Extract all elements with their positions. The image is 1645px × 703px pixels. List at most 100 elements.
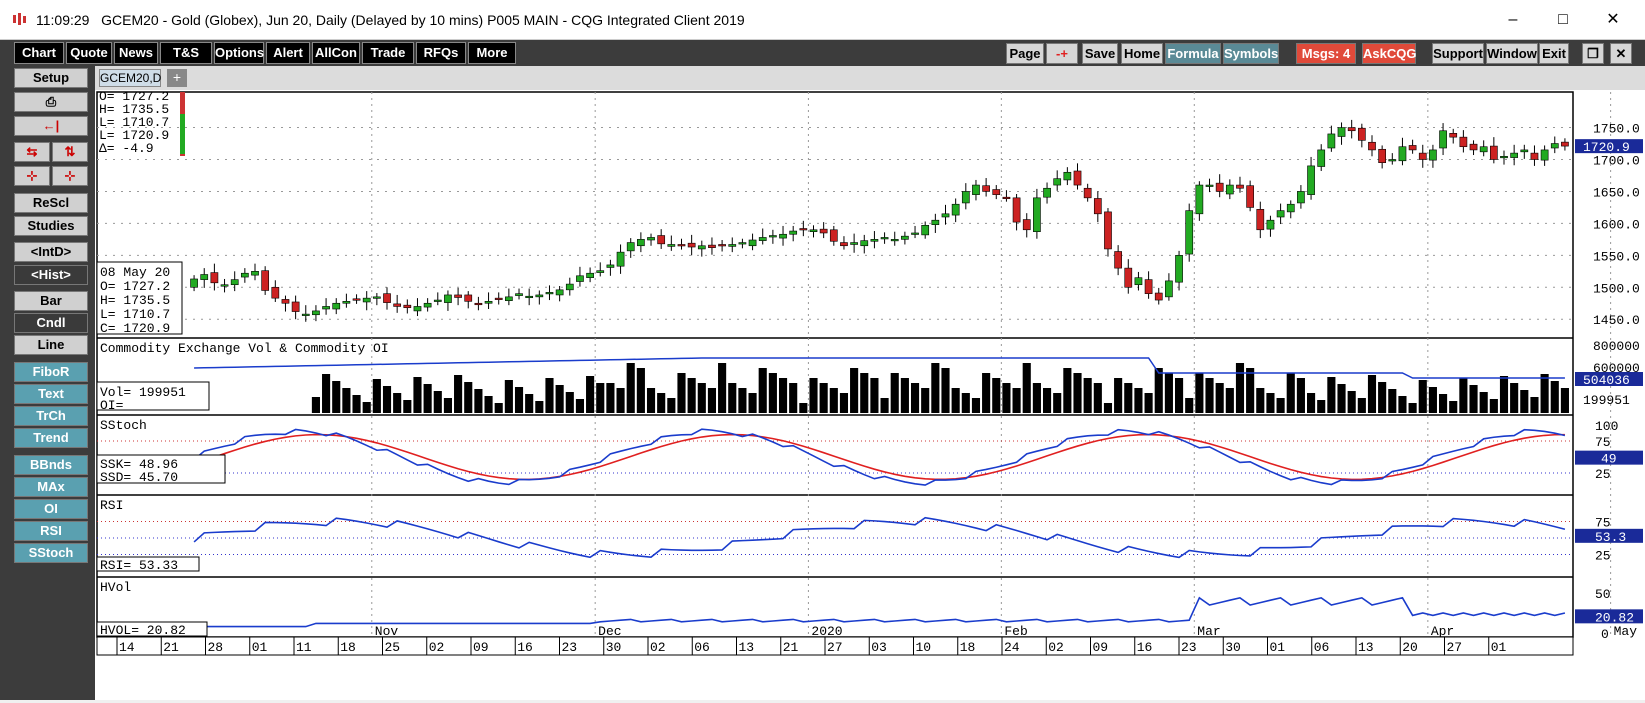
volume-bar [1195, 373, 1204, 413]
candle-body [1012, 197, 1021, 223]
rsi-value: RSI= 53.33 [100, 558, 178, 573]
candle-body [1134, 277, 1143, 286]
menu-right-1-button[interactable]: -+ [1046, 43, 1078, 64]
volume-bar [1012, 388, 1021, 413]
menu-rfqs-button[interactable]: RFQs [416, 42, 466, 64]
volume-bar [1367, 375, 1377, 413]
menu-alert-button[interactable]: Alert [266, 42, 310, 64]
minimize-button[interactable]: – [1508, 11, 1518, 28]
menu-options-button[interactable]: Options [214, 42, 264, 64]
menu-right-8-button[interactable]: Support [1432, 43, 1484, 64]
menu-right-5-button[interactable]: Symbols [1223, 43, 1279, 64]
volume-bar [1174, 378, 1184, 413]
candle-body [697, 245, 706, 250]
candle-body [1144, 279, 1153, 294]
trend-button[interactable]: Trend [14, 428, 88, 448]
volume-bar [758, 368, 767, 413]
volume-bar [860, 373, 869, 413]
bbands-button[interactable]: BBnds [14, 455, 88, 475]
line-button[interactable]: Line [14, 335, 88, 355]
trch-button[interactable]: TrCh [14, 406, 88, 426]
menu-more-button[interactable]: More [468, 42, 516, 64]
cqg-logo-icon [13, 13, 26, 25]
candle-body [1368, 141, 1376, 151]
menu-ts-button[interactable]: T&S [160, 42, 212, 64]
oi-button[interactable]: OI [14, 499, 88, 519]
max-button[interactable]: MAx [14, 477, 88, 497]
month-label: 2020 [811, 624, 842, 639]
bar-button[interactable]: Bar [14, 291, 88, 311]
price-tick-label: 1550.0 [1593, 249, 1640, 264]
candle-body [301, 313, 310, 316]
rsi-button[interactable]: RSI [14, 521, 88, 541]
menu-right-10-button[interactable]: Exit [1539, 43, 1569, 64]
quote-line: H= 1735.5 [99, 102, 169, 117]
tab-gcem20[interactable]: GCEM20,D [99, 69, 162, 87]
candle-body [1550, 143, 1559, 149]
hvol-title: HVol [100, 580, 131, 595]
candle-body [1205, 184, 1214, 187]
menu-right-9-button[interactable]: Window [1486, 43, 1538, 64]
hvol-value: HVOL= 20.82 [100, 623, 186, 638]
volume-bar [464, 382, 473, 413]
candle-body [342, 301, 351, 304]
intraday-button[interactable]: <IntD> [14, 242, 88, 262]
zoom-in-icon[interactable]: ⊹ [14, 166, 50, 186]
candle-body [1043, 187, 1051, 198]
fibor-button[interactable]: FiboR [14, 362, 88, 382]
sstoch-button[interactable]: SStoch [14, 543, 88, 563]
volume-bar [778, 378, 788, 413]
candle-body [525, 295, 534, 299]
volume-bar [474, 389, 483, 413]
candle-body [1083, 187, 1092, 199]
data-line: O= 1727.2 [100, 279, 170, 294]
text-button[interactable]: Text [14, 384, 88, 404]
data-line: C= 1720.9 [100, 321, 170, 336]
volume-bar [1449, 401, 1458, 413]
menu-trade-button[interactable]: Trade [362, 42, 414, 64]
pan-icon[interactable]: ←| [14, 116, 88, 136]
close-button[interactable]: ✕ [1606, 11, 1620, 28]
menu-quote-button[interactable]: Quote [66, 42, 112, 64]
scroll-left-icon[interactable]: ⇆ [14, 142, 50, 162]
menu-chart-button[interactable]: Chart [14, 42, 64, 64]
day-label: 02 [650, 640, 666, 655]
rescale-button[interactable]: ReScl [14, 193, 88, 213]
candle-body [1297, 191, 1305, 204]
chart-svg[interactable]: 1750.01700.01650.01600.01550.01500.01450… [95, 89, 1645, 700]
vol-title: Commodity Exchange Vol & Commodity OI [100, 341, 389, 356]
volume-bar [393, 393, 402, 413]
print-button[interactable]: ⎙ [14, 92, 88, 112]
menu-right-4-button[interactable]: Formula [1165, 43, 1221, 64]
title-bar: 11:09:29 GCEM20 - Gold (Globex), Jun 20,… [0, 0, 1645, 40]
candle-body [251, 271, 259, 276]
add-tab-button[interactable]: + [167, 69, 187, 87]
menu-right-0-button[interactable]: Page [1006, 43, 1044, 64]
maximize-button[interactable]: □ [1558, 11, 1568, 28]
historical-button[interactable]: <Hist> [14, 265, 88, 285]
candle-button[interactable]: Cndl [14, 313, 88, 333]
sstoch-last-label: 49 [1601, 452, 1617, 467]
chart-area[interactable]: 1750.0 1700.0 1650.0 1600.0 1550.0 1500.0 1450… [95, 89, 1645, 700]
volume-bar [1134, 388, 1143, 413]
zoom-out-icon[interactable]: ⊹ [52, 166, 88, 186]
candle-body [403, 304, 412, 309]
studies-button[interactable]: Studies [14, 216, 88, 236]
menu-right-12-button[interactable]: ✕ [1610, 43, 1632, 64]
candle-body [748, 239, 757, 247]
month-label: May [1614, 624, 1638, 639]
day-label: 23 [1181, 640, 1197, 655]
day-label: 02 [1048, 640, 1064, 655]
candle-body [1124, 267, 1133, 288]
menu-right-7-button[interactable]: AskCQG [1362, 43, 1416, 64]
menu-allcon-button[interactable]: AllCon [312, 42, 360, 64]
menu-right-3-button[interactable]: Home [1121, 43, 1163, 64]
setup-button[interactable]: Setup [14, 68, 88, 88]
menu-right-6-button[interactable]: Msgs: 4 [1296, 43, 1356, 64]
menu-right-2-button[interactable]: Save [1082, 43, 1118, 64]
scroll-right-icon[interactable]: ⇅ [52, 142, 88, 162]
menu-right-11-button[interactable]: ❐ [1582, 43, 1604, 64]
volume-bar [870, 378, 879, 413]
menu-news-button[interactable]: News [114, 42, 158, 64]
vol-value: Vol= 199951 [100, 385, 186, 400]
